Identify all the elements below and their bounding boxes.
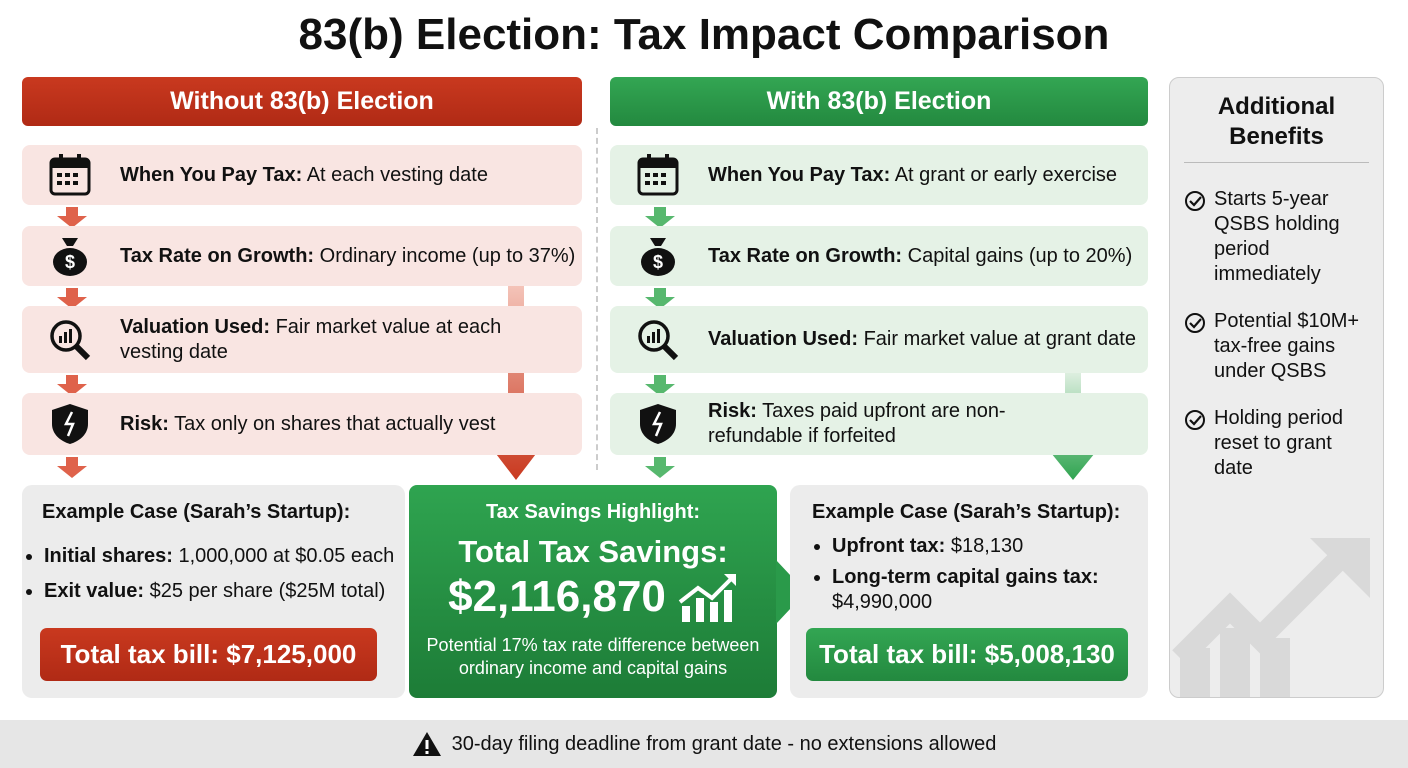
warning-icon [412,732,441,756]
example-list: Upfront tax: $18,130 Long-term capital g… [790,534,1148,615]
benefit-item: Holding period reset to grant date [1184,406,1375,481]
step-arrow [645,288,675,309]
benefit-text: Potential $10M+ tax-free gains under QSB… [1214,310,1360,382]
benefits-panel: Additional Benefits Starts 5-year QSBS h… [1169,77,1384,698]
bullet-label: Exit value: [44,580,145,602]
row-icon [638,319,679,360]
row-text: Tax Rate on Growth: Capital gains (up to… [708,244,1132,269]
step-arrow [57,207,87,228]
highlight-label: Total Tax Savings: [458,534,728,569]
page-title: 83(b) Election: Tax Impact Comparison [298,10,1110,59]
row-value: Capital gains (up to 20%) [907,244,1133,267]
row-icon [637,154,679,196]
step-arrow [645,207,675,228]
growth-icon [678,574,736,622]
row-label: When You Pay Tax: [120,163,303,186]
row-icon [640,404,676,444]
step-arrow [645,457,675,478]
footer: 30-day filing deadline from grant date -… [0,720,1408,768]
row-text: When You Pay Tax: At grant or early exer… [708,163,1117,188]
bullet-text: $4,990,000 [832,591,933,613]
bullet: Exit value: $25 per share ($25M total) [44,579,405,604]
bullet-label: Upfront tax: [832,535,946,557]
background-graphic [1172,538,1370,697]
info-row: Valuation Used: Fair market value at eac… [22,306,582,373]
bullet-text: $18,130 [950,535,1024,557]
info-row: When You Pay Tax: At grant or early exer… [610,145,1148,205]
with-header: With 83(b) Election [610,77,1148,126]
row-value: Taxes paid upfront are non-refundable if… [708,400,1006,447]
info-row: When You Pay Tax: At each vesting date [22,145,582,205]
row-text: Risk: Tax only on shares that actually v… [120,412,495,437]
example-list: Initial shares: 1,000,000 at $0.05 each … [22,544,405,604]
flow-arrow [490,286,542,480]
row-text: Valuation Used: Fair market value at eac… [120,315,520,365]
benefits-title: Additional Benefits [1217,93,1336,150]
row-text: Valuation Used: Fair market value at gra… [708,327,1136,352]
row-value: At grant or early exercise [894,163,1118,186]
highlight-amount: $2,116,870 [448,572,666,621]
row-value: Fair market value at each vesting date [120,315,502,363]
highlight-heading: Tax Savings Highlight: [485,501,701,523]
row-value: Ordinary income (up to 37%) [319,244,576,267]
example-title: Example Case (Sarah’s Startup): [812,501,1121,523]
row-value: At each vesting date [306,163,488,186]
step-arrow [57,288,87,309]
without-header: Without 83(b) Election [22,77,582,126]
check-icon [1185,410,1205,430]
info-row: $ Tax Rate on Growth: Ordinary income (up… [22,226,582,286]
benefits-list: Starts 5-year QSBS holding period immedi… [1170,187,1383,481]
row-value: Tax only on shares that actually vest [174,412,496,435]
info-row: Risk: Tax only on shares that actually v… [22,393,582,455]
step-arrow [645,375,675,396]
check-icon [1185,313,1205,333]
step-arrow [57,457,87,478]
bullet: Upfront tax: $18,130 [832,534,1148,559]
bullet-label: Initial shares: [44,545,173,567]
highlight-note: Potential 17% tax rate difference betwee… [426,635,760,678]
benefit-text: Holding period reset to grant date [1214,407,1343,479]
row-label: Risk: [708,400,757,422]
savings-highlight: Tax Savings Highlight: Total Tax Savings… [409,485,777,698]
row-label: Valuation Used: [120,315,271,338]
total-bill: Total tax bill: $7,125,000 [40,628,377,681]
footer-text: 30-day filing deadline from grant date -… [451,732,997,755]
row-text: Tax Rate on Growth: Ordinary income (up … [120,244,575,269]
benefit-item: Starts 5-year QSBS holding period immedi… [1184,187,1375,287]
bullet: Long-term capital gains tax: $4,990,000 [832,565,1148,615]
bullet-text: 1,000,000 at $0.05 each [178,545,395,567]
example-title: Example Case (Sarah’s Startup): [42,501,351,523]
divider [596,128,598,470]
svg-text:$: $ [65,252,75,272]
info-row: Valuation Used: Fair market value at gra… [610,306,1148,373]
check-icon [1185,191,1205,211]
total-bill: Total tax bill: $5,008,130 [806,628,1128,681]
row-text: Risk: Taxes paid upfront are non-refunda… [708,399,1088,449]
benefit-text: Starts 5-year QSBS holding period immedi… [1214,188,1340,285]
row-label: Tax Rate on Growth: [708,244,903,267]
info-row: Risk: Taxes paid upfront are non-refunda… [610,393,1148,455]
row-icon [49,154,91,196]
bullet-text: $25 per share ($25M total) [149,580,386,602]
row-value: Fair market value at grant date [863,328,1136,350]
info-row: $ Tax Rate on Growth: Capital gains (up t… [610,226,1148,286]
svg-text:$: $ [653,252,663,272]
row-icon: $ [53,238,87,276]
bullet: Initial shares: 1,000,000 at $0.05 each [44,544,405,569]
row-label: Risk: [120,412,169,435]
row-text: When You Pay Tax: At each vesting date [120,163,488,188]
benefit-item: Potential $10M+ tax-free gains under QSB… [1184,309,1375,384]
step-arrow [57,375,87,396]
row-icon: $ [641,238,675,276]
row-label: Valuation Used: [708,328,859,350]
row-label: Tax Rate on Growth: [120,244,315,267]
row-icon [50,319,91,360]
row-label: When You Pay Tax: [708,163,891,186]
row-icon [52,404,88,444]
bullet-label: Long-term capital gains tax: [832,566,1099,588]
rule [1184,162,1369,163]
